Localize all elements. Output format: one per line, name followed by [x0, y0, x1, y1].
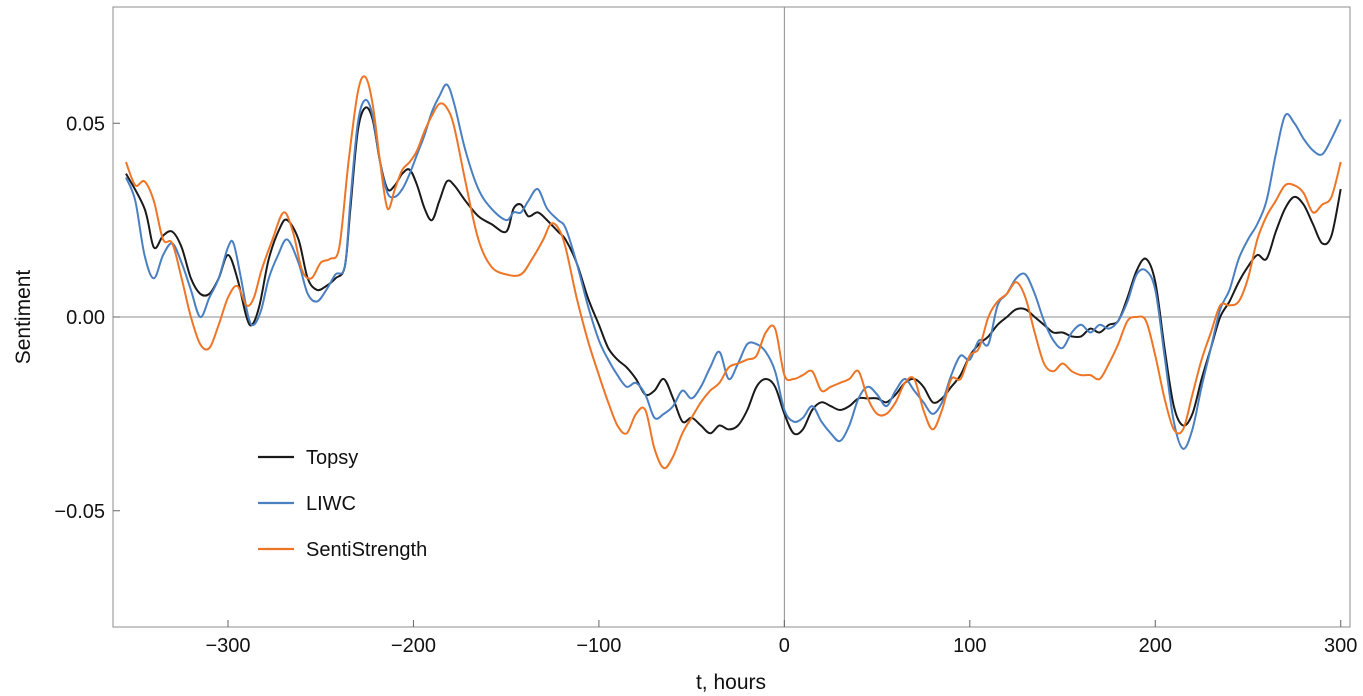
y-tick-label-0-00: 0.00: [66, 307, 105, 329]
legend-item-liwc: LIWC: [258, 493, 356, 515]
legend-label-topsy: Topsy: [306, 447, 358, 469]
legend-item-topsy: Topsy: [258, 447, 358, 469]
legend: Topsy LIWC SentiStrength: [258, 447, 427, 561]
x-tick-label--200: −200: [391, 635, 436, 657]
x-tick-label--100: −100: [576, 635, 621, 657]
x-tick-label--300: −300: [205, 635, 250, 657]
y-tick-label--0-05: −0.05: [54, 501, 105, 523]
x-tick-label-200: 200: [1139, 635, 1172, 657]
series-layer: [125, 75, 1342, 470]
series-line-topsy: [125, 106, 1342, 436]
series-line-liwc: [125, 83, 1342, 450]
y-axis-ticks: −0.05 0.00 0.05: [54, 113, 120, 523]
x-tick-label-100: 100: [953, 635, 986, 657]
y-tick-label-0-05: 0.05: [66, 113, 105, 135]
x-tick-label-300: 300: [1324, 635, 1357, 657]
legend-label-liwc: LIWC: [306, 493, 356, 515]
legend-label-sentistrength: SentiStrength: [306, 539, 427, 561]
legend-item-sentistrength: SentiStrength: [258, 539, 427, 561]
x-axis-title: t, hours: [696, 671, 766, 694]
x-tick-label-0: 0: [779, 635, 790, 657]
y-axis-title: Sentiment: [12, 270, 35, 365]
x-axis-ticks: −300 −200 −100 0 100 200 300: [205, 620, 1357, 657]
series-line-sentistrength: [125, 75, 1342, 470]
